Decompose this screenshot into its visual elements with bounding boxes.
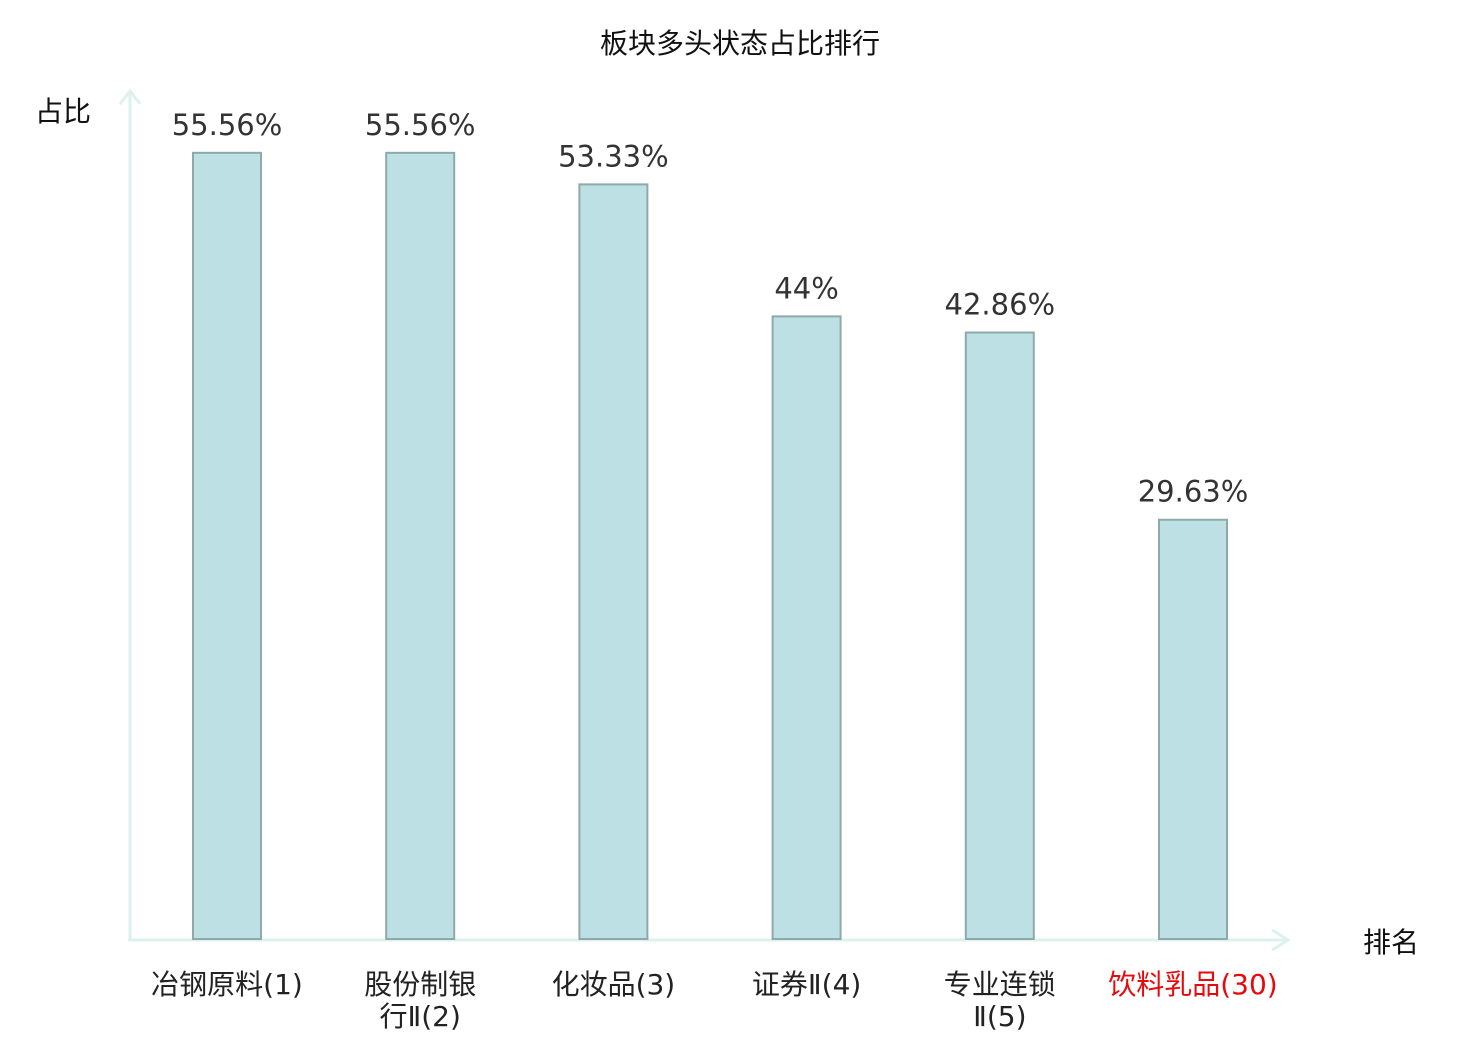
bar xyxy=(964,331,1035,940)
bar xyxy=(578,183,649,940)
x-axis-label: 排名 xyxy=(1363,926,1419,959)
value-label: 42.86% xyxy=(945,288,1056,322)
x-tick-label: 专业连锁 Ⅱ(5) xyxy=(944,968,1056,1033)
x-tick-label: 饮料乳品(30) xyxy=(1108,968,1277,1001)
bar xyxy=(771,315,842,940)
value-label: 55.56% xyxy=(172,108,283,142)
x-tick-label: 证券Ⅱ(4) xyxy=(752,968,861,1001)
x-tick-label: 股份制银行Ⅱ(2) xyxy=(364,968,476,1033)
x-tick-label: 化妆品(3) xyxy=(552,968,676,1001)
chart-title: 板块多头状态占比排行 xyxy=(600,27,880,60)
value-label: 44% xyxy=(774,271,838,305)
axes xyxy=(118,88,1291,952)
bar xyxy=(385,151,456,941)
bar xyxy=(1158,518,1228,940)
value-label: 53.33% xyxy=(558,139,669,173)
value-label: 55.56% xyxy=(365,108,476,142)
x-tick-label: 冶钢原料(1) xyxy=(151,968,303,1001)
y-axis-label: 占比 xyxy=(35,95,91,128)
x-axis-arrow-icon xyxy=(1271,928,1291,952)
bar xyxy=(192,151,262,941)
value-label: 29.63% xyxy=(1138,475,1249,509)
y-axis-arrow-icon xyxy=(118,88,142,105)
